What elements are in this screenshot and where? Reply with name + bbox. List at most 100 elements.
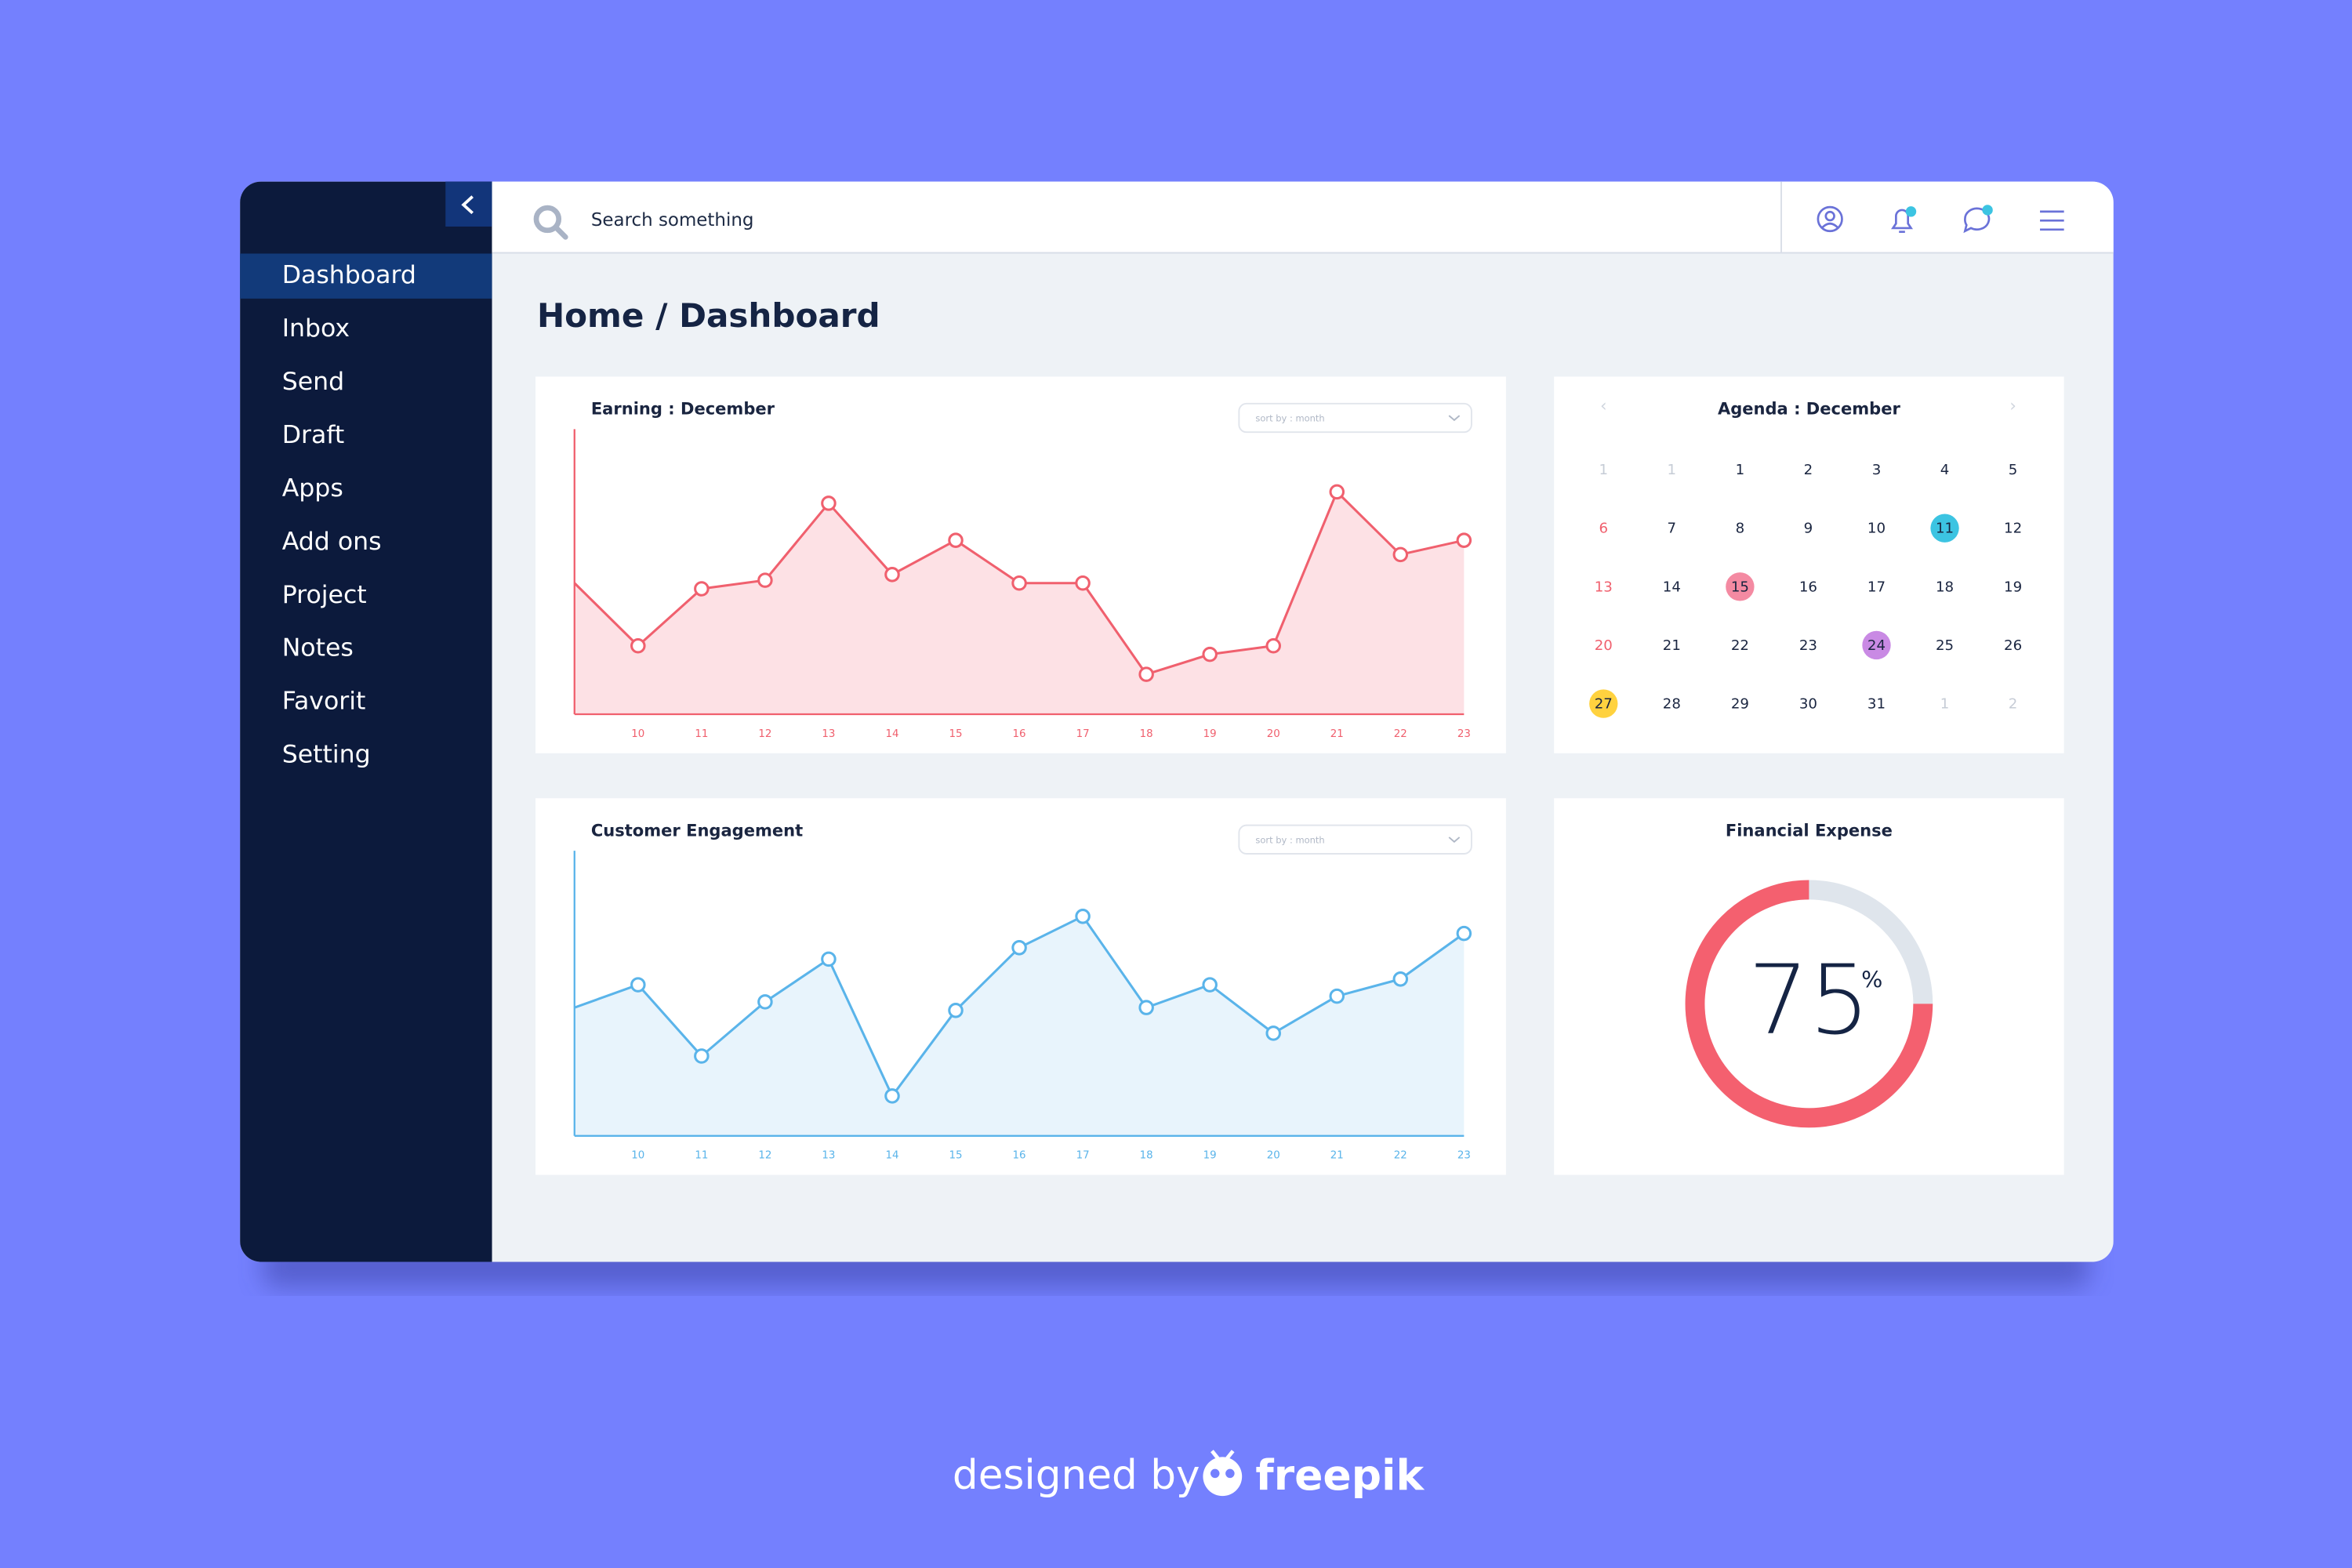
point xyxy=(757,994,773,1010)
day-highlight xyxy=(1862,630,1891,660)
x-tick-label: 19 xyxy=(1203,728,1217,740)
chat-icon[interactable] xyxy=(1963,207,1991,234)
nav-item[interactable]: Favorit xyxy=(282,688,366,716)
nav-item[interactable]: Inbox xyxy=(282,314,350,343)
point xyxy=(884,1088,900,1104)
sidebar-toggle[interactable] xyxy=(445,181,492,227)
nav-item[interactable]: Dashboard xyxy=(282,261,416,289)
calendar-day[interactable]: 13 xyxy=(1595,579,1613,595)
nav-item[interactable]: Apps xyxy=(282,474,343,503)
nav-item[interactable]: Draft xyxy=(282,421,345,449)
calendar-day[interactable]: 17 xyxy=(1867,579,1886,595)
calendar-day[interactable]: 7 xyxy=(1668,521,1677,537)
calendar-day[interactable]: 15 xyxy=(1731,579,1749,595)
point xyxy=(1456,532,1472,548)
nav-item[interactable]: Setting xyxy=(282,741,371,769)
point xyxy=(694,1048,710,1064)
x-tick-label: 17 xyxy=(1076,728,1090,740)
calendar-day[interactable]: 10 xyxy=(1867,521,1886,537)
donut-arc xyxy=(1685,880,1933,1128)
nav-active xyxy=(240,253,492,299)
x-tick-label: 18 xyxy=(1140,1150,1153,1162)
footer-brand[interactable]: freepik xyxy=(1255,1450,1425,1500)
calendar-day[interactable]: 27 xyxy=(1595,696,1613,713)
notification-dot xyxy=(1905,206,1917,217)
calendar-day[interactable]: 28 xyxy=(1663,696,1681,713)
point xyxy=(1075,575,1091,591)
calendar-day[interactable]: 26 xyxy=(2004,637,2022,654)
point xyxy=(884,567,900,583)
point xyxy=(1329,988,1345,1004)
sort-dropdown[interactable] xyxy=(1238,402,1472,434)
calendar-day[interactable]: 8 xyxy=(1736,521,1745,537)
x-tick-label: 13 xyxy=(822,1150,835,1162)
calendar-day[interactable]: 12 xyxy=(2004,521,2022,537)
calendar-day[interactable]: 23 xyxy=(1799,637,1817,654)
calendar-day[interactable]: 25 xyxy=(1936,637,1954,654)
point xyxy=(757,572,773,588)
area xyxy=(574,916,1465,1136)
calendar-day[interactable]: 21 xyxy=(1663,637,1681,654)
calendar-day[interactable]: 19 xyxy=(2004,579,2022,595)
point xyxy=(1075,909,1091,924)
footer-credit: designed by xyxy=(953,1452,1200,1499)
calendar-day[interactable]: 22 xyxy=(1731,637,1749,654)
x-tick-label: 14 xyxy=(885,1150,898,1162)
calendar-day[interactable]: 30 xyxy=(1799,696,1817,713)
dropdown-chevron xyxy=(1448,837,1461,843)
nav-item[interactable]: Send xyxy=(282,368,344,396)
x-tick-label: 11 xyxy=(695,728,708,740)
point xyxy=(1202,646,1218,662)
point xyxy=(821,951,837,967)
calendar-day[interactable]: 24 xyxy=(1867,637,1886,654)
calendar-day[interactable]: 11 xyxy=(1936,521,1954,537)
calendar-day[interactable]: 9 xyxy=(1804,521,1813,537)
nav-item[interactable]: Add ons xyxy=(282,528,382,556)
agenda-prev[interactable]: ‹ xyxy=(1600,396,1606,416)
calendar-day[interactable]: 4 xyxy=(1940,462,1950,478)
bell-icon[interactable] xyxy=(1891,209,1914,234)
x-tick-label: 23 xyxy=(1457,728,1471,740)
point xyxy=(630,977,646,993)
calendar-day[interactable]: 1 xyxy=(1736,462,1745,478)
nav-item[interactable]: Notes xyxy=(282,634,354,662)
point xyxy=(1329,484,1345,500)
calendar-day[interactable]: 2 xyxy=(1804,462,1813,478)
calendar-day[interactable]: 1 xyxy=(1599,462,1609,478)
chart-title: Earning : December xyxy=(591,398,775,418)
calendar-day[interactable]: 3 xyxy=(1872,462,1882,478)
message-dot xyxy=(1982,205,1993,216)
calendar-day[interactable]: 16 xyxy=(1799,579,1817,595)
calendar-day[interactable]: 20 xyxy=(1595,637,1613,654)
point xyxy=(821,495,837,511)
sort-dropdown[interactable] xyxy=(1238,824,1472,855)
calendar-day[interactable]: 31 xyxy=(1867,696,1886,713)
calendar-day[interactable]: 18 xyxy=(1936,579,1954,595)
search-input[interactable]: Search something xyxy=(591,210,754,230)
user-icon[interactable] xyxy=(1817,205,1843,233)
page-title: Home / Dashboard xyxy=(537,296,880,335)
x-tick-label: 20 xyxy=(1267,1150,1280,1162)
agenda-next[interactable]: › xyxy=(2009,396,2016,416)
day-highlight xyxy=(1930,514,1959,543)
nav-item[interactable]: Project xyxy=(282,581,367,609)
area xyxy=(574,492,1465,715)
point xyxy=(1011,940,1027,956)
calendar-day[interactable]: 5 xyxy=(2009,462,2018,478)
calendar-day[interactable]: 6 xyxy=(1599,521,1609,537)
calendar-day[interactable]: 2 xyxy=(2009,696,2018,713)
point xyxy=(1265,1025,1281,1041)
calendar-day[interactable]: 1 xyxy=(1940,696,1950,713)
x-tick-label: 23 xyxy=(1457,1150,1471,1162)
calendar-day[interactable]: 14 xyxy=(1663,579,1681,595)
calendar-day[interactable]: 29 xyxy=(1731,696,1749,713)
header xyxy=(492,181,2114,252)
donut-value: 75 xyxy=(1748,944,1870,1056)
menu-icon[interactable] xyxy=(2040,210,2064,231)
calendar-day[interactable]: 1 xyxy=(1668,462,1677,478)
point xyxy=(630,637,646,654)
sort-label: sort by : month xyxy=(1255,834,1324,845)
point xyxy=(694,581,710,597)
